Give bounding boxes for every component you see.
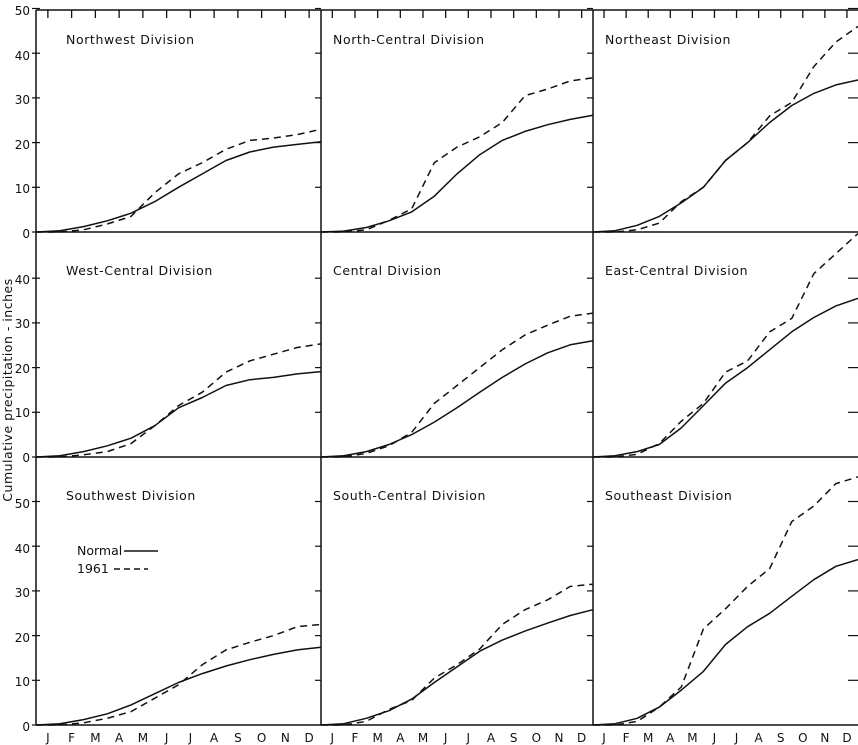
- x-tick-label: O: [532, 731, 541, 745]
- panel-title: North-Central Division: [333, 32, 485, 47]
- y-tick-label: 0: [22, 720, 30, 734]
- x-tick-label: S: [777, 731, 785, 745]
- legend-label-1961: 1961: [77, 561, 109, 576]
- series-line-normal: [35, 140, 322, 233]
- x-tick-label: M: [643, 731, 653, 745]
- x-tick-label: F: [623, 731, 630, 745]
- series-line-normal: [320, 340, 594, 458]
- y-tick-label: 20: [15, 631, 30, 645]
- panel-title: Northeast Division: [605, 32, 731, 47]
- x-tick-label: J: [188, 731, 193, 745]
- x-tick-label: J: [45, 731, 50, 745]
- series-line-normal: [592, 558, 858, 726]
- series-line-1961: [321, 312, 594, 458]
- x-tick-label: J: [443, 731, 448, 745]
- y-tick-label: 0: [22, 451, 30, 465]
- series-line-normal: [320, 114, 594, 233]
- x-tick-label: S: [234, 731, 242, 745]
- y-tick-label: 0: [22, 227, 30, 241]
- x-tick-label: M: [418, 731, 428, 745]
- x-tick-label: F: [352, 731, 359, 745]
- series-line-normal: [35, 370, 322, 458]
- panels-grid: J F M A M J J A S O N D J F M A M J J A S O N D J F M A M J J A S O N DNort…: [32, 7, 858, 745]
- series-line-1961: [593, 232, 858, 458]
- series-line-1961: [593, 476, 858, 726]
- x-tick-label: O: [257, 731, 266, 745]
- y-tick-label: 20: [15, 138, 30, 152]
- panel-title: West-Central Division: [66, 263, 213, 278]
- x-tick-label: J: [164, 731, 169, 745]
- x-tick-label: A: [755, 731, 764, 745]
- x-tick-label: N: [820, 731, 829, 745]
- x-tick-label: A: [666, 731, 675, 745]
- x-tick-label: M: [90, 731, 100, 745]
- y-tick-label: 10: [15, 406, 30, 420]
- x-tick-label: M: [372, 731, 382, 745]
- x-tick-label: D: [305, 731, 314, 745]
- series-line-normal: [35, 646, 322, 726]
- x-tick-label: N: [555, 731, 564, 745]
- y-tick-label: 30: [15, 586, 30, 600]
- x-tick-label: D: [577, 731, 586, 745]
- panel-title: East-Central Division: [605, 263, 748, 278]
- legend: Normal 1961: [77, 543, 158, 576]
- x-tick-label: J: [601, 731, 606, 745]
- x-tick-label: N: [281, 731, 290, 745]
- y-tick-label: 20: [15, 362, 30, 376]
- y-tick-label: 40: [15, 273, 30, 287]
- series-line-1961: [36, 343, 322, 458]
- y-axis-label: Cumulative precipitation - inches: [0, 278, 15, 501]
- legend-label-normal: Normal: [77, 543, 122, 558]
- x-tick-label: M: [687, 731, 697, 745]
- series-line-1961: [321, 583, 594, 726]
- x-tick-label: J: [330, 731, 335, 745]
- x-tick-label: A: [396, 731, 405, 745]
- panel-title: South-Central Division: [333, 488, 486, 503]
- x-tick-label: A: [210, 731, 219, 745]
- x-tick-label: J: [466, 731, 471, 745]
- series-line-1961: [36, 623, 322, 726]
- y-tick-label: 50: [15, 497, 30, 511]
- y-tick-label: 30: [15, 93, 30, 107]
- series-line-1961: [593, 25, 858, 233]
- panel-title: Southwest Division: [66, 488, 196, 503]
- x-tick-label: A: [115, 731, 124, 745]
- y-tick-label: 10: [15, 675, 30, 689]
- y-tick-label: 50: [15, 4, 30, 18]
- series-line-1961: [36, 128, 322, 233]
- y-tick-label: 30: [15, 317, 30, 331]
- panel-title: Central Division: [333, 263, 442, 278]
- y-tick-label: 10: [15, 182, 30, 196]
- series-line-normal: [592, 297, 858, 458]
- series-line-normal: [320, 608, 594, 726]
- series-line-1961: [321, 77, 594, 233]
- series-line-normal: [592, 79, 858, 233]
- panel-title: Southeast Division: [605, 488, 732, 503]
- x-tick-label: D: [842, 731, 851, 745]
- y-tick-label: 40: [15, 542, 30, 556]
- x-tick-label: F: [68, 731, 75, 745]
- x-tick-label: J: [712, 731, 717, 745]
- x-tick-label: A: [487, 731, 496, 745]
- x-tick-label: J: [734, 731, 739, 745]
- x-tick-label: O: [798, 731, 807, 745]
- x-tick-label: M: [138, 731, 148, 745]
- y-tick-label: 40: [15, 49, 30, 63]
- y-tick-labels: 50 40 30 20 10 0 40 30 20 10 0 50 40 30 …: [15, 4, 30, 734]
- panel-title: Northwest Division: [66, 32, 195, 47]
- x-tick-label: S: [510, 731, 518, 745]
